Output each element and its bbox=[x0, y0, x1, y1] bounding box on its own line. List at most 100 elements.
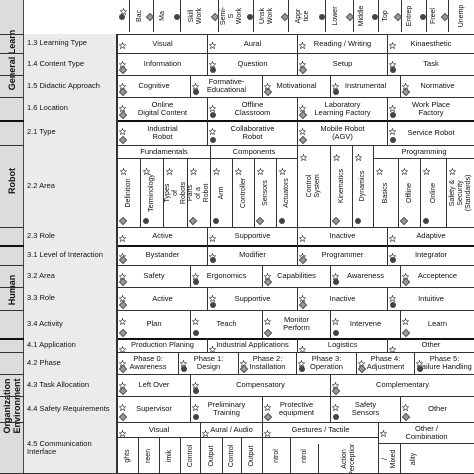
area-col-label: Online bbox=[429, 182, 437, 204]
option-text: Supervisor bbox=[136, 404, 172, 413]
option-text: Programmer bbox=[321, 250, 364, 259]
option-cell: Safety Sensors bbox=[330, 396, 400, 422]
star-icon bbox=[118, 267, 127, 281]
star-icon bbox=[118, 247, 127, 261]
star-icon bbox=[239, 354, 248, 368]
dot-icon bbox=[174, 14, 180, 20]
option-text: Phase 0: Awareness bbox=[129, 354, 167, 371]
interface-col-label: Output bbox=[248, 445, 255, 467]
option-text: Intuitive bbox=[418, 293, 444, 303]
section-human: Human bbox=[0, 242, 24, 338]
header-col: Entrep bbox=[401, 0, 418, 32]
category-group-label: Programming bbox=[401, 147, 447, 156]
option-cell: Reading / Writing bbox=[297, 34, 387, 53]
interface-col-label: ality bbox=[409, 452, 417, 466]
star-icon bbox=[298, 99, 307, 113]
interface-col-label: Action Perception bbox=[340, 444, 356, 474]
option-text: Industrial Robot bbox=[147, 123, 178, 141]
star-icon bbox=[331, 376, 340, 390]
option-text: Learn bbox=[427, 319, 448, 328]
star-icon bbox=[118, 340, 127, 354]
star-icon bbox=[297, 354, 306, 368]
header-col-label: Appr tice bbox=[295, 8, 310, 24]
star-icon bbox=[298, 340, 307, 354]
option-cell: Adaptive bbox=[387, 227, 474, 245]
area-col: Basics bbox=[373, 159, 398, 227]
attribute-text: 3.3 Role bbox=[27, 293, 55, 303]
interface-col-label: imik bbox=[166, 449, 173, 463]
area-col: Sensors bbox=[254, 159, 276, 227]
option-cell: Kinaesthetic bbox=[387, 34, 474, 53]
star-icon bbox=[191, 267, 200, 281]
dot-icon bbox=[193, 330, 199, 336]
star-icon bbox=[298, 229, 307, 243]
attribute-text: 4.1 Application bbox=[27, 339, 76, 349]
star-icon bbox=[388, 99, 397, 113]
star-icon bbox=[388, 122, 397, 136]
star-icon bbox=[401, 267, 410, 281]
option-cell: Visual bbox=[117, 34, 207, 53]
option-cell: Laboratory Learning Factory bbox=[297, 97, 387, 120]
star-icon bbox=[179, 354, 188, 368]
option-cell: Protective equipment bbox=[262, 396, 330, 422]
option-cell: Logistics bbox=[297, 338, 387, 352]
option-text: Supportive bbox=[234, 231, 271, 240]
dot-icon bbox=[333, 89, 339, 95]
header-col: Unemp bbox=[448, 0, 474, 32]
star-icon bbox=[212, 162, 221, 176]
category-group-label: Aural / Audio bbox=[210, 424, 253, 434]
option-cell: Teach bbox=[190, 310, 262, 338]
attribute-label: 4.3 Task Allocation bbox=[24, 374, 117, 396]
option-cell: Active bbox=[117, 287, 207, 310]
star-icon bbox=[331, 267, 340, 281]
section-label: Organization Environment bbox=[1, 378, 22, 434]
star-icon bbox=[375, 162, 384, 176]
attribute-label: 3.1 Level of Interaction bbox=[24, 245, 117, 265]
area-col-label: Dynamics bbox=[359, 170, 366, 202]
star-icon bbox=[118, 77, 127, 91]
star-icon bbox=[298, 289, 307, 303]
row-divider bbox=[0, 396, 474, 397]
star-icon bbox=[208, 289, 217, 303]
dot-icon bbox=[390, 67, 396, 73]
section-general-learning: General Learn bbox=[0, 0, 24, 120]
header-col: Lower bbox=[325, 0, 345, 32]
star-icon bbox=[208, 99, 217, 113]
interface-col: reen bbox=[138, 438, 159, 474]
star-icon bbox=[191, 398, 200, 412]
area-col: Types of Robots bbox=[163, 159, 187, 227]
star-icon bbox=[165, 162, 174, 176]
dot-icon bbox=[193, 414, 199, 420]
row-divider bbox=[0, 53, 474, 54]
area-col-label: Types of Robots bbox=[163, 181, 187, 205]
category-group-label: Visual bbox=[148, 424, 170, 434]
option-text: Reading / Writing bbox=[313, 38, 372, 48]
option-text: Preliminary Training bbox=[207, 400, 246, 417]
star-icon bbox=[388, 289, 397, 303]
interface-col-label: / Mixed bbox=[381, 449, 397, 469]
option-cell: Monitor Perform bbox=[262, 310, 330, 338]
option-cell: Phase 2: Installation bbox=[238, 352, 296, 374]
option-cell: Phase 0: Awareness bbox=[117, 352, 178, 374]
star-icon bbox=[118, 289, 127, 303]
interface-col: Output bbox=[200, 438, 222, 474]
category-group: Fundamentals bbox=[117, 145, 210, 159]
dot-icon bbox=[210, 257, 216, 263]
option-cell: Plan bbox=[117, 310, 190, 338]
star-icon bbox=[263, 312, 272, 326]
area-col-label: Controller bbox=[239, 177, 247, 209]
star-icon bbox=[422, 162, 431, 176]
header-col-label: Bac bbox=[135, 9, 143, 23]
row-divider bbox=[0, 75, 474, 76]
category-group: Programming bbox=[373, 145, 474, 159]
star-icon bbox=[388, 55, 397, 69]
attribute-text: 3.4 Activity bbox=[27, 318, 63, 328]
interface-col: Control bbox=[180, 438, 200, 474]
option-text: Monitor Perform bbox=[283, 315, 310, 332]
attribute-text: 3.2 Area bbox=[27, 270, 55, 280]
row-divider bbox=[0, 265, 474, 266]
option-text: Collaborative Robot bbox=[230, 123, 275, 141]
option-text: Mobile Robot (AGV) bbox=[320, 123, 365, 141]
star-icon bbox=[298, 55, 307, 69]
attribute-label: 2.2 Area bbox=[24, 145, 117, 227]
